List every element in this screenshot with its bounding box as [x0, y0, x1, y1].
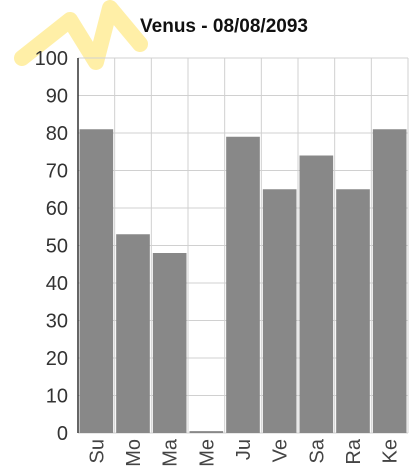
bar-ra — [336, 189, 370, 433]
y-axis-ticks: 0 10 20 30 40 50 60 70 80 90 100 — [35, 48, 68, 445]
y-tick-label: 10 — [46, 386, 68, 408]
x-tick-label: Ve — [270, 439, 292, 462]
x-tick-label: Sa — [306, 438, 328, 463]
bar-ma — [152, 253, 187, 433]
y-tick-label: 90 — [46, 86, 68, 108]
x-tick-label: Su — [86, 439, 108, 463]
watermark-stroke — [14, 0, 148, 70]
bar-ve — [262, 189, 297, 433]
y-tick-label: 40 — [46, 273, 68, 295]
y-tick-label: 50 — [46, 236, 68, 258]
x-tick-label: Mo — [123, 439, 145, 467]
bar-ju — [226, 136, 260, 433]
chart-title: Venus - 08/08/2093 — [140, 16, 308, 37]
x-tick-label: Me — [196, 439, 218, 467]
y-tick-label: 100 — [35, 48, 68, 70]
bar-me — [189, 431, 224, 433]
y-tick-label: 80 — [46, 123, 68, 145]
bar-mo — [116, 234, 150, 433]
y-tick-label: 60 — [46, 198, 68, 220]
y-tick-label: 20 — [46, 348, 68, 370]
x-tick-label: Ke — [380, 439, 402, 463]
y-tick-label: 0 — [57, 423, 68, 445]
bar-su — [79, 129, 114, 433]
x-axis-ticks: Su Mo Ma Me Ju Ve Sa Ra Ke — [86, 438, 401, 467]
x-tick-label: Ra — [343, 438, 365, 464]
y-tick-label: 30 — [46, 311, 68, 333]
x-tick-label: Ma — [160, 438, 182, 467]
bar-sa — [299, 155, 334, 433]
y-tick-label: 70 — [46, 161, 68, 183]
bars — [79, 129, 407, 433]
bar-ke — [372, 129, 407, 433]
x-tick-label: Ju — [233, 439, 255, 460]
